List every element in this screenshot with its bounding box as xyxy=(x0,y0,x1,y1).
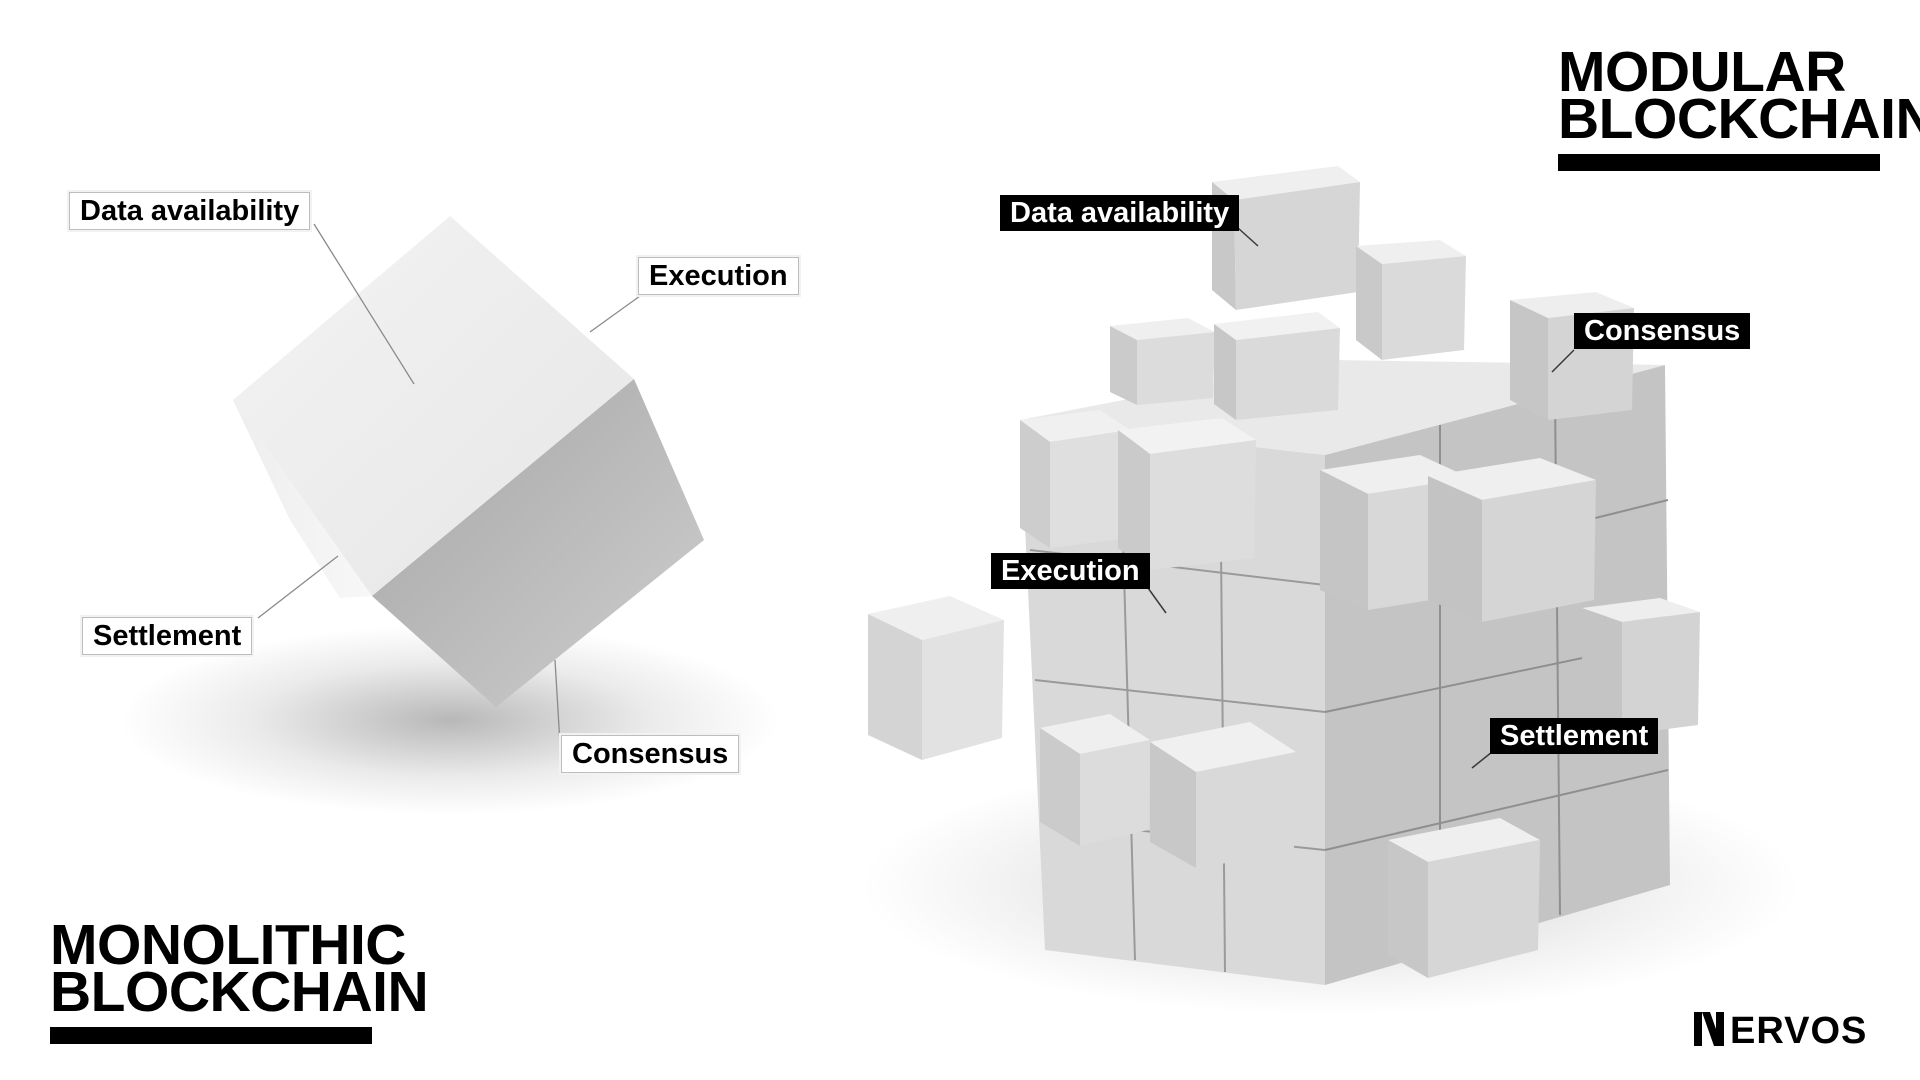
leader-line-data-availability xyxy=(313,223,415,385)
monolithic-title: MONOLITHIC BLOCKCHAIN xyxy=(50,913,429,1024)
modular-leader-lines xyxy=(1147,227,1575,769)
block-lower-front-protruding xyxy=(1150,722,1296,868)
modular-leader-execution xyxy=(1147,587,1167,614)
modular-leader-settlement xyxy=(1471,751,1493,769)
nervos-logo-mark xyxy=(1694,1012,1724,1046)
modular-cube xyxy=(860,166,1800,1015)
block-upper-right xyxy=(1428,458,1596,622)
monolithic-label-consensus: Consensus xyxy=(561,735,740,773)
modular-leader-consensus xyxy=(1551,349,1575,373)
modular-label-consensus: Consensus xyxy=(1574,313,1751,349)
monolithic-title-line-2: BLOCKCHAIN xyxy=(50,960,429,1024)
monolithic-title-line-1: MONOLITHIC xyxy=(50,913,406,977)
block-floating-left xyxy=(868,596,1004,760)
monolithic-cube-top-face xyxy=(233,216,634,596)
modular-label-settlement: Settlement xyxy=(1490,718,1659,754)
monolithic-label-settlement: Settlement xyxy=(82,617,253,655)
modular-title-line-1: MODULAR xyxy=(1558,40,1846,104)
modular-leader-data-availability xyxy=(1237,227,1259,247)
leader-line-settlement xyxy=(257,555,339,619)
modular-title-line-2: BLOCKCHAIN xyxy=(1558,87,1920,151)
modular-label-execution: Execution xyxy=(991,553,1150,589)
leader-line-consensus xyxy=(554,659,561,745)
block-upper-front xyxy=(1118,418,1256,570)
monolithic-label-data-availability: Data availability xyxy=(69,192,311,230)
modular-title-underline xyxy=(1558,154,1880,171)
modular-title: MODULAR BLOCKCHAIN xyxy=(1558,40,1920,151)
monolithic-leader-lines xyxy=(257,223,641,745)
leader-line-execution xyxy=(589,295,641,333)
monolithic-label-execution: Execution xyxy=(638,257,799,295)
nervos-logo-wordmark: ERVOS xyxy=(1730,1010,1867,1048)
block-lower-left-protruding xyxy=(1040,714,1150,846)
nervos-logo: ERVOS xyxy=(1694,1010,1867,1048)
monolithic-cube-left-face xyxy=(233,400,372,598)
monolithic-cube-right-face xyxy=(372,379,704,707)
block-top-left xyxy=(1110,318,1215,405)
block-bottom-front-protruding xyxy=(1388,818,1540,978)
monolithic-title-underline xyxy=(50,1027,372,1044)
block-top-floating-2 xyxy=(1356,240,1466,360)
block-floating-right xyxy=(1582,598,1700,735)
modular-label-data-availability: Data availability xyxy=(1000,195,1240,231)
block-top-floating-1 xyxy=(1212,166,1360,310)
block-top-right xyxy=(1510,292,1634,420)
block-upper-left xyxy=(1020,410,1130,548)
monolithic-cube xyxy=(120,216,780,815)
block-top-center xyxy=(1214,312,1340,420)
